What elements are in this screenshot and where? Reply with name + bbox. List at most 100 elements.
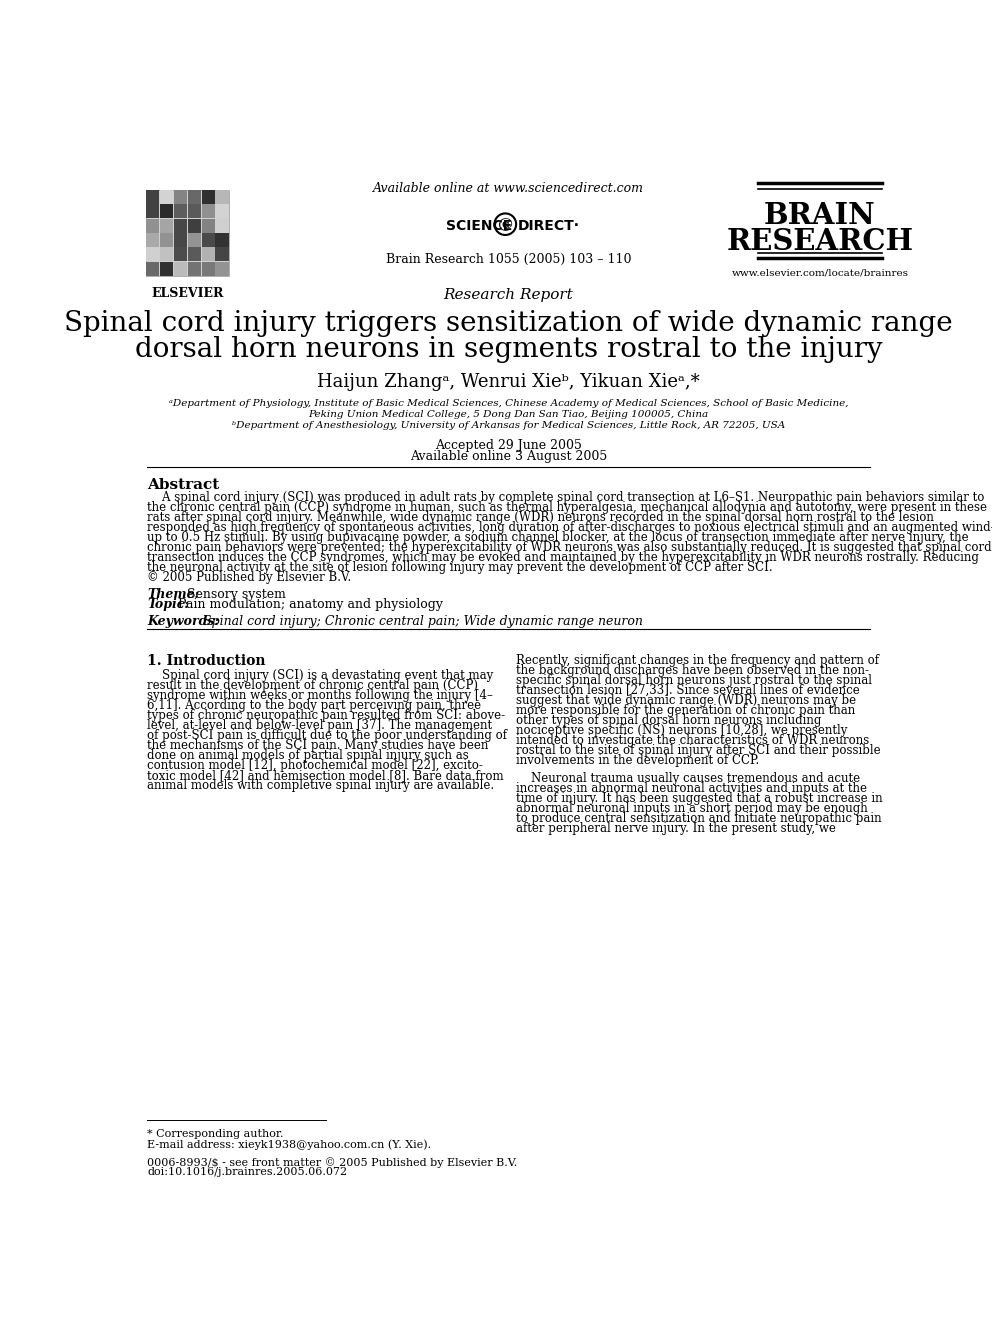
Bar bbox=[201, 218, 215, 233]
Text: A spinal cord injury (SCI) was produced in adult rats by complete spinal cord tr: A spinal cord injury (SCI) was produced … bbox=[147, 491, 985, 504]
Text: Theme:: Theme: bbox=[147, 587, 199, 601]
Bar bbox=[160, 204, 174, 218]
Text: responded as high frequency of spontaneous activities, long duration of after-di: responded as high frequency of spontaneo… bbox=[147, 521, 992, 534]
Text: chronic pain behaviors were prevented; the hyperexcitability of WDR neurons was : chronic pain behaviors were prevented; t… bbox=[147, 541, 992, 554]
Text: transection induces the CCP syndromes, which may be evoked and maintained by the: transection induces the CCP syndromes, w… bbox=[147, 552, 979, 565]
Text: Sensory system: Sensory system bbox=[183, 587, 286, 601]
Bar bbox=[160, 218, 174, 233]
Text: RESEARCH: RESEARCH bbox=[726, 226, 914, 255]
Text: ᵃDepartment of Physiology, Institute of Basic Medical Sciences, Chinese Academy : ᵃDepartment of Physiology, Institute of … bbox=[169, 400, 848, 407]
Text: increases in abnormal neuronal activities and inputs at the: increases in abnormal neuronal activitie… bbox=[516, 782, 867, 795]
Bar bbox=[174, 218, 187, 233]
Text: animal models with completive spinal injury are available.: animal models with completive spinal inj… bbox=[147, 779, 494, 792]
Text: Brain Research 1055 (2005) 103 – 110: Brain Research 1055 (2005) 103 – 110 bbox=[386, 253, 631, 266]
Text: Haijun Zhangᵃ, Wenrui Xieᵇ, Yikuan Xieᵃ,*: Haijun Zhangᵃ, Wenrui Xieᵇ, Yikuan Xieᵃ,… bbox=[317, 373, 699, 390]
Text: 6,11]. According to the body part perceiving pain, three: 6,11]. According to the body part percei… bbox=[147, 700, 481, 712]
Text: @: @ bbox=[498, 217, 513, 232]
Bar bbox=[146, 262, 160, 275]
Text: * Corresponding author.: * Corresponding author. bbox=[147, 1129, 284, 1139]
Text: after peripheral nerve injury. In the present study, we: after peripheral nerve injury. In the pr… bbox=[516, 822, 836, 835]
Text: level, at-level and below-level pain [37]. The management: level, at-level and below-level pain [37… bbox=[147, 720, 492, 733]
Bar bbox=[201, 233, 215, 247]
Text: the neuronal activity at the site of lesion following injury may prevent the dev: the neuronal activity at the site of les… bbox=[147, 561, 773, 574]
Bar bbox=[201, 247, 215, 262]
Text: Research Report: Research Report bbox=[443, 288, 573, 302]
Text: 1. Introduction: 1. Introduction bbox=[147, 654, 266, 668]
Bar bbox=[187, 218, 201, 233]
Text: Available online 3 August 2005: Available online 3 August 2005 bbox=[410, 450, 607, 463]
Text: suggest that wide dynamic range (WDR) neurons may be: suggest that wide dynamic range (WDR) ne… bbox=[516, 693, 856, 706]
Text: doi:10.1016/j.brainres.2005.06.072: doi:10.1016/j.brainres.2005.06.072 bbox=[147, 1167, 347, 1177]
Bar bbox=[146, 191, 160, 204]
Text: time of injury. It has been suggested that a robust increase in: time of injury. It has been suggested th… bbox=[516, 791, 883, 804]
Text: Pain modulation; anatomy and physiology: Pain modulation; anatomy and physiology bbox=[175, 598, 443, 611]
Text: Spinal cord injury (SCI) is a devastating event that may: Spinal cord injury (SCI) is a devastatin… bbox=[147, 669, 493, 683]
Text: abnormal neuronal inputs in a short period may be enough: abnormal neuronal inputs in a short peri… bbox=[516, 802, 868, 815]
Text: dorsal horn neurons in segments rostral to the injury: dorsal horn neurons in segments rostral … bbox=[135, 336, 882, 363]
Text: types of chronic neuropathic pain resulted from SCI: above-: types of chronic neuropathic pain result… bbox=[147, 709, 505, 722]
Bar bbox=[146, 189, 229, 275]
Bar bbox=[174, 247, 187, 262]
Text: SCIENCE: SCIENCE bbox=[445, 218, 512, 233]
Text: DIRECT·: DIRECT· bbox=[518, 218, 579, 233]
Text: Keywords:: Keywords: bbox=[147, 615, 219, 628]
Bar bbox=[160, 233, 174, 247]
Text: Neuronal trauma usually causes tremendous and acute: Neuronal trauma usually causes tremendou… bbox=[516, 771, 860, 785]
Bar bbox=[215, 191, 229, 204]
Bar bbox=[160, 247, 174, 262]
Bar bbox=[174, 204, 187, 218]
Bar bbox=[215, 233, 229, 247]
Text: www.elsevier.com/locate/brainres: www.elsevier.com/locate/brainres bbox=[731, 269, 909, 278]
Text: ᵇDepartment of Anesthesiology, University of Arkansas for Medical Sciences, Litt: ᵇDepartment of Anesthesiology, Universit… bbox=[232, 421, 785, 430]
Text: rostral to the site of spinal injury after SCI and their possible: rostral to the site of spinal injury aft… bbox=[516, 744, 881, 757]
Bar bbox=[146, 247, 160, 262]
Text: toxic model [42] and hemisection model [8]. Bare data from: toxic model [42] and hemisection model [… bbox=[147, 770, 504, 782]
Text: the background discharges have been observed in the non-: the background discharges have been obse… bbox=[516, 664, 869, 677]
Text: done on animal models of partial spinal injury such as: done on animal models of partial spinal … bbox=[147, 749, 469, 762]
Bar bbox=[215, 204, 229, 218]
Bar bbox=[146, 204, 160, 218]
Bar bbox=[187, 262, 201, 275]
Text: E-mail address: xieyk1938@yahoo.com.cn (Y. Xie).: E-mail address: xieyk1938@yahoo.com.cn (… bbox=[147, 1139, 432, 1150]
Bar bbox=[201, 262, 215, 275]
Text: of post-SCI pain is difficult due to the poor understanding of: of post-SCI pain is difficult due to the… bbox=[147, 729, 507, 742]
Text: contusion model [12], photochemical model [22], excito-: contusion model [12], photochemical mode… bbox=[147, 759, 483, 773]
Text: Topic:: Topic: bbox=[147, 598, 189, 611]
Text: ELSEVIER: ELSEVIER bbox=[152, 287, 224, 299]
Text: BRAIN: BRAIN bbox=[764, 201, 876, 230]
Text: transection lesion [27,33]. Since several lines of evidence: transection lesion [27,33]. Since severa… bbox=[516, 684, 860, 697]
Text: Accepted 29 June 2005: Accepted 29 June 2005 bbox=[434, 439, 582, 452]
Bar bbox=[187, 233, 201, 247]
Text: the mechanisms of the SCI pain. Many studies have been: the mechanisms of the SCI pain. Many stu… bbox=[147, 740, 489, 753]
Bar bbox=[160, 262, 174, 275]
Text: Spinal cord injury triggers sensitization of wide dynamic range: Spinal cord injury triggers sensitizatio… bbox=[64, 310, 952, 336]
Bar bbox=[146, 233, 160, 247]
Bar bbox=[201, 191, 215, 204]
Text: other types of spinal dorsal horn neurons including: other types of spinal dorsal horn neuron… bbox=[516, 714, 821, 726]
Bar bbox=[146, 218, 160, 233]
Text: rats after spinal cord injury. Meanwhile, wide dynamic range (WDR) neurons recor: rats after spinal cord injury. Meanwhile… bbox=[147, 512, 934, 524]
Text: © 2005 Published by Elsevier B.V.: © 2005 Published by Elsevier B.V. bbox=[147, 572, 351, 585]
Text: result in the development of chronic central pain (CCP): result in the development of chronic cen… bbox=[147, 679, 478, 692]
Text: 0006-8993/$ - see front matter © 2005 Published by Elsevier B.V.: 0006-8993/$ - see front matter © 2005 Pu… bbox=[147, 1158, 518, 1168]
Bar bbox=[201, 204, 215, 218]
Bar bbox=[187, 204, 201, 218]
Bar bbox=[187, 191, 201, 204]
Bar bbox=[174, 191, 187, 204]
Text: intended to investigate the characteristics of WDR neurons: intended to investigate the characterist… bbox=[516, 734, 869, 747]
Text: syndrome within weeks or months following the injury [4–: syndrome within weeks or months followin… bbox=[147, 689, 493, 703]
Text: Abstract: Abstract bbox=[147, 479, 219, 492]
Bar bbox=[215, 218, 229, 233]
Text: more responsible for the generation of chronic pain than: more responsible for the generation of c… bbox=[516, 704, 855, 717]
Text: Available online at www.sciencedirect.com: Available online at www.sciencedirect.co… bbox=[373, 181, 644, 194]
Bar bbox=[160, 191, 174, 204]
Bar bbox=[215, 247, 229, 262]
Text: nociceptive specific (NS) neurons [10,28], we presently: nociceptive specific (NS) neurons [10,28… bbox=[516, 724, 847, 737]
Text: up to 0.5 Hz stimuli. By using bupivacaine powder, a sodium channel blocker, at : up to 0.5 Hz stimuli. By using bupivacai… bbox=[147, 532, 969, 545]
Text: to produce central sensitization and initiate neuropathic pain: to produce central sensitization and ini… bbox=[516, 812, 882, 824]
Bar bbox=[187, 247, 201, 262]
Text: Peking Union Medical College, 5 Dong Dan San Tiao, Beijing 100005, China: Peking Union Medical College, 5 Dong Dan… bbox=[309, 410, 708, 419]
Text: Recently, significant changes in the frequency and pattern of: Recently, significant changes in the fre… bbox=[516, 654, 879, 667]
Bar bbox=[174, 233, 187, 247]
Text: the chronic central pain (CCP) syndrome in human, such as thermal hyperalgesia, : the chronic central pain (CCP) syndrome … bbox=[147, 501, 987, 515]
